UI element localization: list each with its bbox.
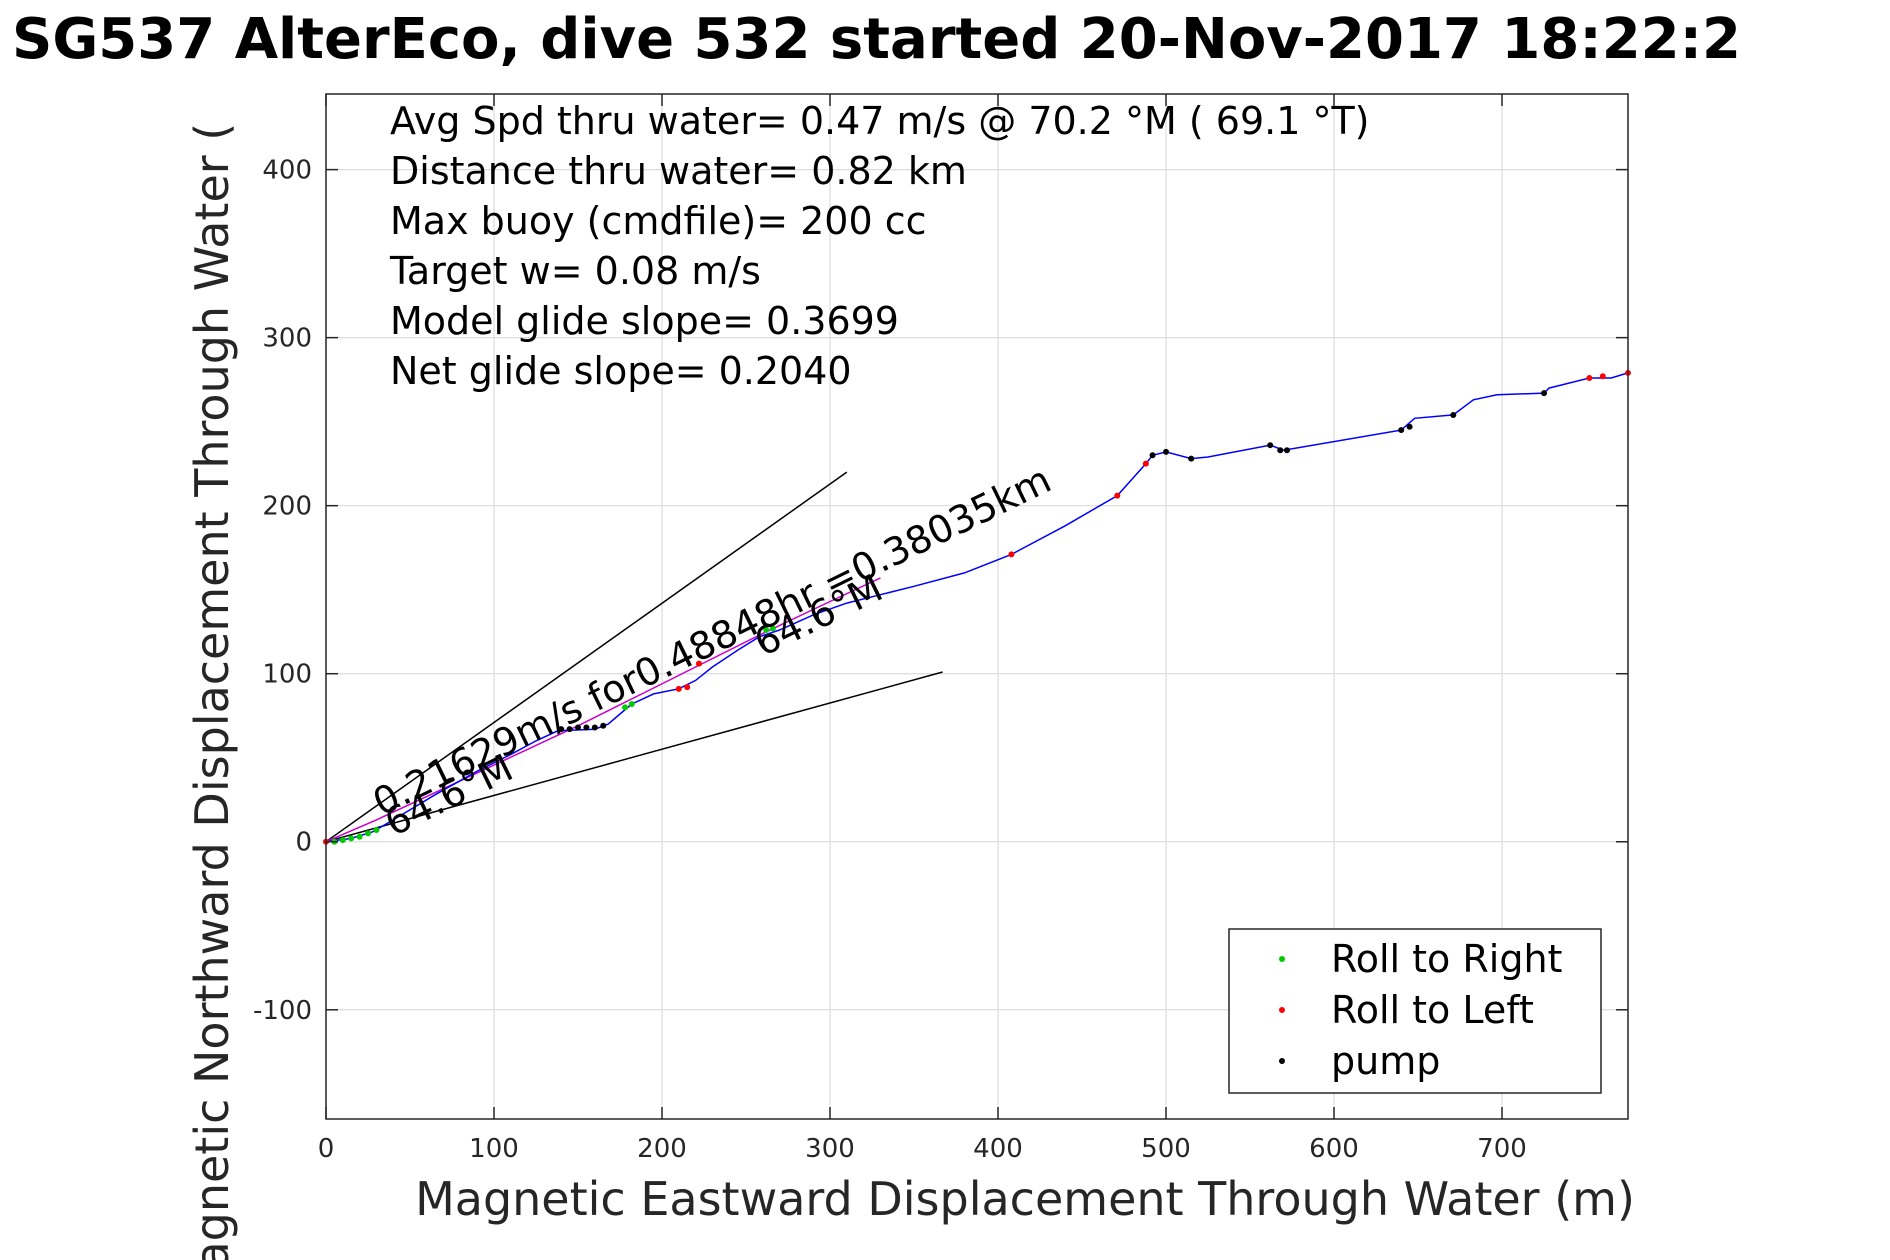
roll-to-left-marker xyxy=(1599,373,1606,380)
pump-marker xyxy=(1450,411,1457,418)
pump-marker xyxy=(566,726,573,733)
reference-lines xyxy=(325,471,943,843)
pump-marker xyxy=(1541,390,1547,397)
pump-marker xyxy=(1406,423,1413,430)
legend-label-roll-to-right: Roll to Right xyxy=(1331,937,1562,981)
info-line: Max buoy (cmdfile)= 200 cc xyxy=(390,199,927,243)
y-axis-label: Magnetic Northward Displacement Through … xyxy=(185,123,239,1260)
x-tick-label: 200 xyxy=(637,1134,687,1164)
y-tick-label: 400 xyxy=(262,156,312,186)
roll-to-right-marker xyxy=(763,627,770,634)
roll-to-left-marker xyxy=(695,660,702,667)
pump-marker xyxy=(583,724,590,731)
pump-marker xyxy=(1267,442,1274,449)
plot-frame xyxy=(325,93,1629,1120)
y-tick-label: 300 xyxy=(262,324,312,354)
reference-line xyxy=(325,471,848,843)
pump-marker xyxy=(600,722,607,729)
track-line xyxy=(325,372,1629,843)
x-tick-label: 700 xyxy=(1477,1134,1527,1164)
roll-to-left-marker xyxy=(1586,374,1593,381)
info-line: Net glide slope= 0.2040 xyxy=(390,349,852,393)
legend: Roll to Right Roll to Left pump xyxy=(1228,928,1602,1094)
roll-to-left-marker xyxy=(1008,551,1015,558)
pump-marker xyxy=(1277,447,1284,454)
y-tick-label: 100 xyxy=(262,660,312,690)
x-tick-label: 0 xyxy=(318,1134,335,1164)
y-tick-label: 200 xyxy=(262,492,312,522)
track-polyline xyxy=(325,372,1629,843)
chart-title: SG537 AlterEco, dive 532 started 20-Nov-… xyxy=(12,7,1741,72)
roll-to-right-marker xyxy=(348,835,355,842)
legend-marker-roll-to-right xyxy=(1279,956,1285,962)
roll-to-left-marker xyxy=(1114,492,1121,499)
roll-to-right-marker xyxy=(365,830,371,837)
pump-marker xyxy=(1398,427,1405,434)
x-tick-label: 100 xyxy=(469,1134,519,1164)
roll-to-right-marker xyxy=(373,826,380,833)
x-tick-label: 400 xyxy=(973,1134,1023,1164)
x-tick-label: 500 xyxy=(1141,1134,1191,1164)
pump-marker xyxy=(591,724,598,731)
x-axis-label: Magnetic Eastward Displacement Through W… xyxy=(415,1172,1635,1226)
y-tick-label: -100 xyxy=(253,996,312,1026)
pump-marker xyxy=(558,726,565,733)
grid xyxy=(325,94,1628,1119)
x-tick-label: 600 xyxy=(1309,1134,1359,1164)
legend-marker-pump xyxy=(1279,1058,1285,1064)
legend-label-roll-to-left: Roll to Left xyxy=(1331,988,1534,1032)
info-line: Avg Spd thru water= 0.47 m/s @ 70.2 °M (… xyxy=(390,99,1370,143)
pump-marker xyxy=(1188,455,1195,462)
legend-box xyxy=(1228,928,1602,1094)
roll-to-left-marker xyxy=(684,684,691,691)
roll-to-left-marker xyxy=(675,685,682,692)
x-tick-label: 300 xyxy=(805,1134,855,1164)
roll-to-right-marker xyxy=(628,700,635,707)
pump-marker xyxy=(1149,452,1156,459)
info-line: Distance thru water= 0.82 km xyxy=(390,149,967,193)
pump-marker xyxy=(575,724,581,731)
pump-marker xyxy=(1283,447,1290,454)
roll-to-right-marker xyxy=(769,625,776,632)
tick-layer: 0 100 200 300 400 500 600 700 -100 0 100 200 300 400 xyxy=(253,94,1628,1164)
info-box: Avg Spd thru water= 0.47 m/s @ 70.2 °M (… xyxy=(389,99,1370,393)
y-tick-label: 0 xyxy=(295,828,312,858)
info-line: Target w= 0.08 m/s xyxy=(389,249,761,293)
legend-marker-roll-to-left xyxy=(1279,1007,1285,1013)
reference-line xyxy=(325,671,943,843)
roll-to-left-marker xyxy=(1142,460,1149,467)
roll-to-right-marker xyxy=(339,837,346,844)
legend-label-pump: pump xyxy=(1331,1039,1440,1083)
roll-to-right-marker xyxy=(622,704,629,711)
roll-to-right-marker xyxy=(356,833,363,840)
pump-marker xyxy=(1163,448,1169,455)
info-line: Model glide slope= 0.3699 xyxy=(390,299,899,343)
